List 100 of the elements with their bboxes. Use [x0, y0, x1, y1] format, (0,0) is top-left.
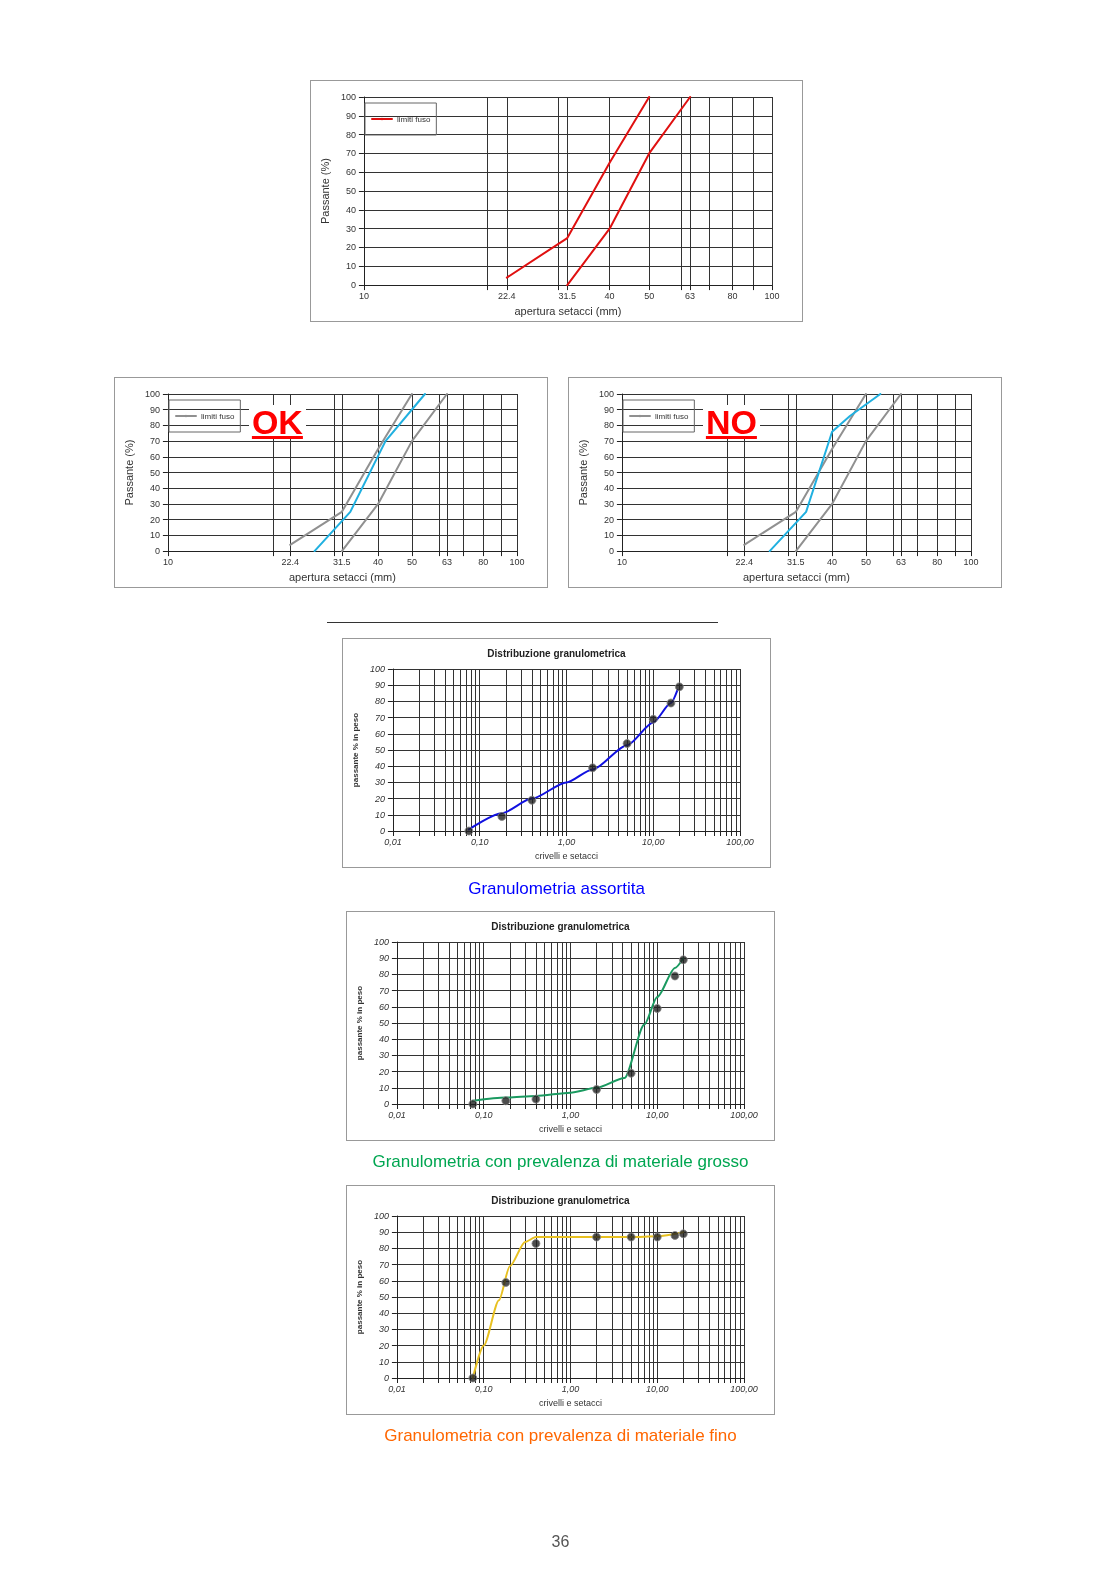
y-tick-label: 30 — [345, 223, 356, 234]
x-tick-label: 100,00 — [726, 836, 754, 847]
y-tick-label: 60 — [603, 451, 614, 462]
y-tick-label: 70 — [378, 1259, 389, 1270]
chart-title: Distribuzione granulometrica — [487, 647, 627, 659]
y-tick-label: 40 — [378, 1034, 389, 1045]
y-tick-label: 50 — [603, 467, 614, 478]
text: Granulometria con prevalenza di materiale fino — [383, 1426, 738, 1446]
chart-title: Distribuzione granulometrica — [491, 1194, 631, 1206]
x-tick-label: 10,00 — [641, 836, 665, 847]
line-series — [340, 393, 448, 553]
y-tick-label: 100 — [340, 92, 356, 102]
x-tick-label: 63 — [685, 290, 696, 301]
y-tick-label: 0 — [608, 546, 614, 557]
y-tick-label: 70 — [603, 436, 614, 447]
y-axis-title: Passante (%) — [576, 439, 589, 506]
text: Granulometria con prevalenza di materiale grosso — [371, 1152, 750, 1172]
chart-title: Distribuzione granulometrica — [491, 920, 631, 932]
x-tick-label: 31.5 — [333, 556, 351, 567]
y-tick-label: 40 — [345, 204, 356, 215]
y-axis-title: Passante (%) — [122, 439, 135, 506]
y-tick-label: 100 — [144, 389, 160, 399]
text: Granulometria assortita — [467, 879, 646, 899]
y-tick-label: 80 — [603, 420, 614, 431]
y-tick-label: 20 — [603, 514, 614, 525]
x-tick-label: 80 — [478, 556, 489, 567]
x-tick-label: 63 — [895, 556, 906, 567]
x-tick-label: 10,00 — [645, 1383, 669, 1394]
x-tick-label: 22.4 — [281, 556, 299, 567]
legend-label: limiti fuso — [397, 114, 431, 124]
y-tick-label: 70 — [149, 436, 160, 447]
y-tick-label: 0 — [383, 1373, 389, 1383]
x-tick-label: 10 — [358, 290, 369, 301]
y-tick-label: 10 — [374, 809, 385, 820]
y-tick-label: 90 — [603, 404, 614, 415]
y-tick-label: 90 — [149, 404, 160, 415]
y-tick-label: 80 — [374, 696, 385, 707]
y-tick-label: 100 — [369, 664, 385, 674]
y-tick-label: 20 — [377, 1340, 389, 1351]
x-axis-title: crivelli e setacci — [534, 850, 598, 861]
y-tick-label: 50 — [345, 186, 356, 197]
y-tick-label: 50 — [378, 1018, 389, 1028]
x-axis-title: crivelli e setacci — [538, 1397, 602, 1408]
x-tick-label: 100,00 — [730, 1109, 758, 1120]
y-tick-label: 30 — [374, 777, 385, 788]
y-tick-label: 40 — [149, 483, 160, 494]
y-tick-label: 10 — [603, 530, 614, 541]
y-tick-label: 90 — [345, 110, 356, 121]
y-tick-label: 100 — [373, 1211, 389, 1221]
y-tick-label: 60 — [378, 1001, 389, 1012]
x-tick-label: 0,01 — [388, 1383, 406, 1394]
x-tick-label: 0,10 — [474, 1383, 493, 1394]
y-tick-label: 70 — [374, 712, 385, 723]
y-tick-label: 0 — [154, 546, 160, 557]
y-tick-label: 70 — [378, 985, 389, 996]
x-tick-label: 1,00 — [561, 1383, 580, 1394]
y-tick-label: 80 — [345, 129, 356, 140]
y-tick-label: 90 — [378, 1227, 389, 1238]
y-tick-label: 10 — [345, 261, 356, 272]
y-tick-label: 60 — [345, 167, 356, 178]
y-tick-label: 80 — [378, 1243, 389, 1254]
x-tick-label: 40 — [827, 556, 838, 567]
x-tick-label: 100 — [509, 556, 525, 567]
x-tick-label: 1,00 — [561, 1109, 580, 1120]
x-tick-label: 0,01 — [384, 836, 402, 847]
y-tick-label: 70 — [345, 148, 356, 159]
y-tick-label: 40 — [378, 1308, 389, 1319]
y-tick-label: 20 — [149, 514, 160, 525]
y-tick-label: 10 — [378, 1082, 389, 1093]
x-tick-label: 100,00 — [730, 1383, 758, 1394]
x-axis-title: apertura setacci (mm) — [514, 304, 622, 317]
legend-label: limiti fuso — [655, 411, 689, 421]
y-tick-label: 30 — [378, 1050, 389, 1061]
y-tick-label: 100 — [373, 937, 389, 947]
y-tick-label: 30 — [149, 498, 160, 509]
y-tick-label: 0 — [350, 280, 356, 291]
x-tick-label: 100 — [764, 290, 780, 301]
x-tick-label: 50 — [860, 556, 871, 567]
y-tick-label: 90 — [378, 953, 389, 964]
y-tick-label: 60 — [149, 451, 160, 462]
y-tick-label: 40 — [603, 483, 614, 494]
y-axis-title: passante % in peso — [350, 712, 360, 788]
x-tick-label: 0,01 — [388, 1109, 406, 1120]
y-axis-title: passante % in peso — [354, 985, 364, 1061]
x-tick-label: 1,00 — [557, 836, 576, 847]
x-axis-title: apertura setacci (mm) — [288, 570, 396, 583]
y-tick-label: 0 — [379, 826, 385, 836]
annotation: NO — [702, 403, 760, 442]
x-axis-title: crivelli e setacci — [538, 1123, 602, 1134]
y-tick-label: 10 — [149, 530, 160, 541]
y-tick-label: 90 — [374, 680, 385, 691]
y-tick-label: 60 — [374, 728, 385, 739]
x-tick-label: 22.4 — [498, 290, 516, 301]
line-series — [566, 96, 692, 287]
y-tick-label: 10 — [378, 1356, 389, 1367]
y-tick-label: 80 — [378, 969, 389, 980]
x-tick-label: 10 — [162, 556, 173, 567]
x-tick-label: 31.5 — [787, 556, 805, 567]
y-tick-label: 80 — [149, 420, 160, 431]
y-tick-label: 20 — [345, 242, 356, 253]
